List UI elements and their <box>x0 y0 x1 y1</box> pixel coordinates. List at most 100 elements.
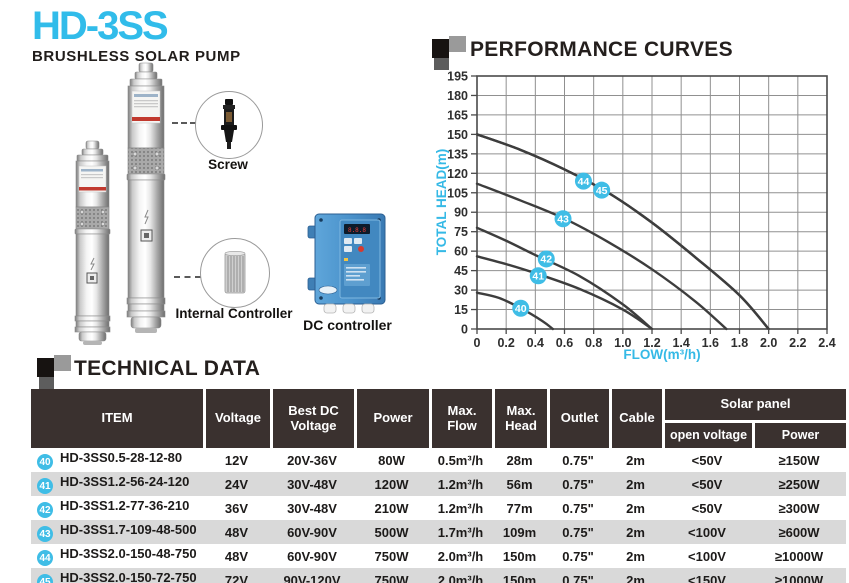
cell-voltage: 48V <box>224 524 249 540</box>
col-header-item: ITEM <box>31 389 203 448</box>
row-number-badge: 43 <box>37 526 53 543</box>
cell-power: 210W <box>374 500 409 516</box>
screw-callout-circle <box>195 91 263 159</box>
svg-text:75: 75 <box>454 225 468 239</box>
col-header-solar-power: Power <box>752 423 847 448</box>
cell-open-voltage: <100V <box>688 524 726 540</box>
cell-cable: 2m <box>626 476 645 492</box>
screw-label: Screw <box>208 157 248 172</box>
svg-text:1.6: 1.6 <box>702 336 719 350</box>
cell-voltage: 12V <box>224 452 249 468</box>
svg-text:45: 45 <box>596 185 608 197</box>
col-header-max-head: Max. Head <box>492 389 547 448</box>
row-number-badge: 44 <box>37 550 53 567</box>
svg-text:8.8.8: 8.8.8 <box>348 227 366 234</box>
cell-outlet: 0.75" <box>562 452 594 468</box>
cell-voltage: 36V <box>224 500 249 516</box>
table-row: 41 HD-3SS1.2-56-24-120 24V 30V-48V 120W 1.2m³… <box>31 472 847 496</box>
cell-max-flow: 0.5m³/h <box>437 452 484 468</box>
item-name: HD-3SS2.0-150-72-750 <box>60 569 197 583</box>
cell-solar-power: ≥150W <box>778 452 820 468</box>
internal-controller-label: Internal Controller <box>175 306 293 321</box>
curve-badge-44: 44 <box>574 172 592 190</box>
svg-text:90: 90 <box>454 206 468 220</box>
cell-best-dc: 60V-90V <box>287 548 337 564</box>
svg-text:0.4: 0.4 <box>527 336 544 350</box>
chart-xlabel: FLOW(m³/h) <box>623 347 700 362</box>
dc-controller-label: DC controller <box>303 317 392 333</box>
cell-outlet: 0.75" <box>562 500 594 516</box>
pump-image-tall <box>126 62 166 333</box>
cell-item: 43 HD-3SS1.7-109-48-500 <box>31 520 203 544</box>
item-name: HD-3SS0.5-28-12-80 <box>60 449 183 465</box>
cell-voltage: 24V <box>224 476 249 492</box>
cell-max-flow: 1.2m³/h <box>437 476 484 492</box>
cell-max-flow: 1.2m³/h <box>437 500 484 516</box>
cell-power: 120W <box>374 476 409 492</box>
svg-text:2.0: 2.0 <box>760 336 777 350</box>
page-title: HD-3SS <box>32 4 169 48</box>
item-name: HD-3SS1.2-56-24-120 <box>60 473 190 489</box>
svg-text:180: 180 <box>447 89 468 103</box>
col-header-max-flow: Max. Flow <box>429 389 492 448</box>
svg-text:40: 40 <box>515 303 527 315</box>
col-header-best-dc-voltage: Best DC Voltage <box>270 389 354 448</box>
cell-solar-power: ≥250W <box>778 476 820 492</box>
table-row: 43 HD-3SS1.7-109-48-500 48V 60V-90V 500W 1.7m… <box>31 520 847 544</box>
curve-badge-42: 42 <box>537 250 555 268</box>
cell-best-dc: 90V-120V <box>283 572 341 583</box>
cell-outlet: 0.75" <box>562 524 594 540</box>
cell-item: 45 HD-3SS2.0-150-72-750 <box>31 568 203 583</box>
cell-voltage: 72V <box>224 572 249 583</box>
dc-controller-image: 8.8.8 <box>307 213 386 314</box>
cell-power: 80W <box>378 452 405 468</box>
cell-max-head: 28m <box>506 452 533 468</box>
cell-best-dc: 30V-48V <box>287 500 337 516</box>
svg-text:0: 0 <box>461 323 468 337</box>
page-subtitle: BRUSHLESS SOLAR PUMP <box>32 48 241 65</box>
cell-power: 750W <box>374 548 409 564</box>
performance-section-marker-icon <box>430 36 466 72</box>
svg-text:2.2: 2.2 <box>789 336 806 350</box>
curve-badge-40: 40 <box>512 299 530 317</box>
screw-callout-line <box>172 122 196 124</box>
row-number-badge: 45 <box>37 574 53 583</box>
row-number-badge: 40 <box>37 454 53 471</box>
curve-42 <box>475 226 654 331</box>
internal-controller-callout-circle <box>200 238 270 308</box>
cell-open-voltage: <50V <box>691 452 723 468</box>
cell-item: 44 HD-3SS2.0-150-48-750 <box>31 544 203 568</box>
svg-text:45: 45 <box>454 264 468 278</box>
performance-section-title: PERFORMANCE CURVES <box>470 38 733 61</box>
cell-cable: 2m <box>626 452 645 468</box>
cell-power: 500W <box>374 524 409 540</box>
cell-max-flow: 2.0m³/h <box>437 572 484 583</box>
svg-text:15: 15 <box>454 303 468 317</box>
cell-cable: 2m <box>626 548 645 564</box>
col-header-outlet: Outlet <box>547 389 609 448</box>
cell-cable: 2m <box>626 500 645 516</box>
cell-solar-power: ≥1000W <box>774 572 824 583</box>
curve-43 <box>475 182 728 331</box>
pump-image-small <box>74 140 111 345</box>
item-name: HD-3SS1.2-77-36-210 <box>60 497 190 513</box>
cell-open-voltage: <50V <box>691 500 723 516</box>
svg-text:43: 43 <box>557 214 569 226</box>
svg-text:120: 120 <box>447 167 468 181</box>
internal-callout-line <box>174 276 201 278</box>
cell-item: 41 HD-3SS1.2-56-24-120 <box>31 472 203 496</box>
cell-max-flow: 2.0m³/h <box>437 548 484 564</box>
cell-outlet: 0.75" <box>562 476 594 492</box>
svg-text:0.8: 0.8 <box>585 336 602 350</box>
svg-text:41: 41 <box>532 271 544 283</box>
cell-solar-power: ≥600W <box>778 524 820 540</box>
curve-badge-41: 41 <box>529 267 547 285</box>
svg-text:165: 165 <box>447 108 468 122</box>
svg-text:1.2: 1.2 <box>643 336 660 350</box>
table-row: 44 HD-3SS2.0-150-48-750 48V 60V-90V 750W 2.0m… <box>31 544 846 568</box>
chart-ylabel: TOTAL HEAD(m) <box>434 149 449 256</box>
cell-max-head: 150m <box>502 548 537 564</box>
curve-41 <box>475 255 654 331</box>
curve-badge-43: 43 <box>554 210 572 228</box>
